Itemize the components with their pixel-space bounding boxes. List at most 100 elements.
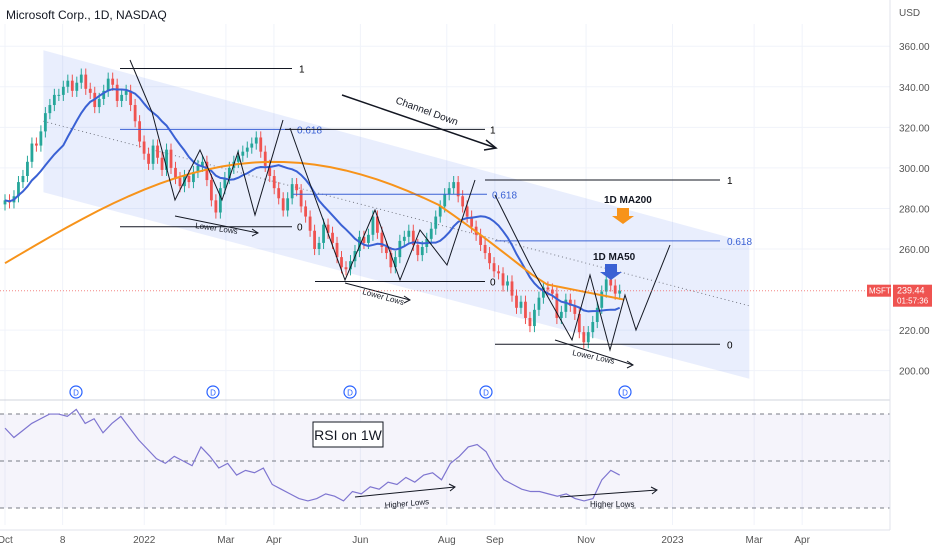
candle-body — [492, 263, 496, 272]
candle-body — [479, 234, 482, 245]
candle-body — [577, 313, 581, 333]
candle-body — [142, 141, 146, 154]
ma200-line — [4, 160, 625, 301]
rsi-label: RSI on 1W — [314, 427, 382, 443]
arrow-head — [483, 139, 498, 151]
candle-body — [546, 287, 550, 290]
dividend-letter: D — [483, 389, 489, 398]
higher-lows-label: Higher Lows — [590, 500, 634, 509]
fib-label-0618: 0.618 — [727, 237, 752, 248]
fib-label-0: 0 — [727, 340, 733, 351]
candle-body — [380, 232, 384, 247]
arrow-head — [448, 483, 456, 492]
candle-body — [488, 253, 491, 264]
ma50-label: 1D MA50 — [593, 252, 636, 263]
lower-lows-arrow — [344, 282, 411, 301]
rsi-band — [0, 414, 890, 508]
candle-body — [367, 234, 370, 243]
candle-body — [308, 216, 312, 231]
candle-body — [506, 281, 509, 286]
time-tick-label: Aug — [438, 535, 456, 546]
candle-body — [61, 86, 65, 95]
arrow-head — [626, 360, 634, 369]
candle-body — [129, 90, 133, 106]
candle-body — [429, 228, 433, 239]
candle-body — [290, 184, 294, 199]
price-tick-label: 300.00 — [899, 164, 930, 175]
candle-body — [111, 78, 115, 85]
candle-body — [555, 293, 559, 318]
candle-body — [313, 230, 316, 249]
candle-body — [393, 257, 397, 268]
higher-lows-label: Higher Lows — [384, 497, 429, 510]
time-tick-label: Apr — [266, 535, 282, 546]
candle-body — [542, 287, 545, 298]
candle-body — [384, 246, 388, 254]
candle-body — [600, 291, 604, 308]
candle-body — [331, 232, 334, 243]
candle-body — [88, 88, 92, 93]
time-tick-label: Oct — [0, 535, 13, 546]
candle-body — [84, 74, 88, 89]
dividend-letter: D — [347, 389, 353, 398]
lower-lows-arrow — [174, 215, 259, 234]
time-tick-label: Nov — [577, 535, 595, 546]
fib-label-1: 1 — [299, 65, 305, 76]
dividend-marker: D — [206, 385, 220, 399]
ma200-arrow-icon — [612, 208, 634, 224]
candle-body — [75, 82, 79, 91]
candle-body — [165, 149, 168, 170]
price-tick-label: 220.00 — [899, 326, 930, 337]
candle-body — [26, 161, 29, 176]
candle-body — [151, 145, 155, 164]
grid — [0, 24, 932, 525]
rsi-label-frame — [312, 421, 384, 448]
candle-body — [533, 309, 536, 327]
candle-body — [102, 90, 106, 99]
candle-body — [434, 216, 438, 229]
candle-body — [519, 301, 523, 308]
candle-body — [402, 236, 406, 241]
channel-arrow — [341, 94, 497, 149]
channel-midline — [43, 120, 750, 307]
pattern-zigzag — [129, 59, 284, 217]
candle-body — [470, 216, 474, 227]
candle-body — [443, 194, 447, 207]
candle-body — [3, 200, 7, 205]
pattern-zigzag — [494, 194, 671, 352]
candle-body — [52, 94, 56, 106]
candle-body — [461, 196, 465, 207]
candle-body — [568, 299, 572, 306]
candle-body — [17, 182, 20, 197]
time-tick-label: 8 — [60, 535, 66, 546]
dividend-circle — [206, 385, 220, 399]
candle-body — [241, 151, 245, 156]
candle-body — [609, 279, 613, 286]
candle-body — [196, 165, 200, 172]
ma200-label: 1D MA200 — [604, 195, 652, 206]
candle-body — [416, 244, 420, 256]
rsi-line — [4, 408, 620, 502]
candle-body — [564, 299, 568, 312]
price-tick-label: 320.00 — [899, 123, 930, 134]
candle-body — [236, 155, 240, 162]
candle-body — [591, 322, 595, 333]
symbol-tag: MSFT — [869, 287, 891, 296]
time-tick-label: Jun — [352, 535, 368, 546]
price-tick-label: 340.00 — [899, 83, 930, 94]
price-tag: 239.44 — [897, 286, 925, 296]
candle-body — [245, 147, 249, 152]
time-tick-label: Mar — [217, 535, 235, 546]
candle-body — [259, 137, 263, 152]
candle-body — [209, 180, 213, 201]
candle-body — [133, 105, 137, 122]
fib-label-0: 0 — [490, 277, 496, 288]
candle-body — [30, 143, 34, 162]
candle-body — [528, 317, 532, 327]
candle-body — [218, 188, 222, 213]
candle-body — [187, 176, 191, 183]
dividend-circle — [618, 385, 632, 399]
candle-body — [524, 301, 527, 318]
candle-body — [21, 176, 25, 183]
